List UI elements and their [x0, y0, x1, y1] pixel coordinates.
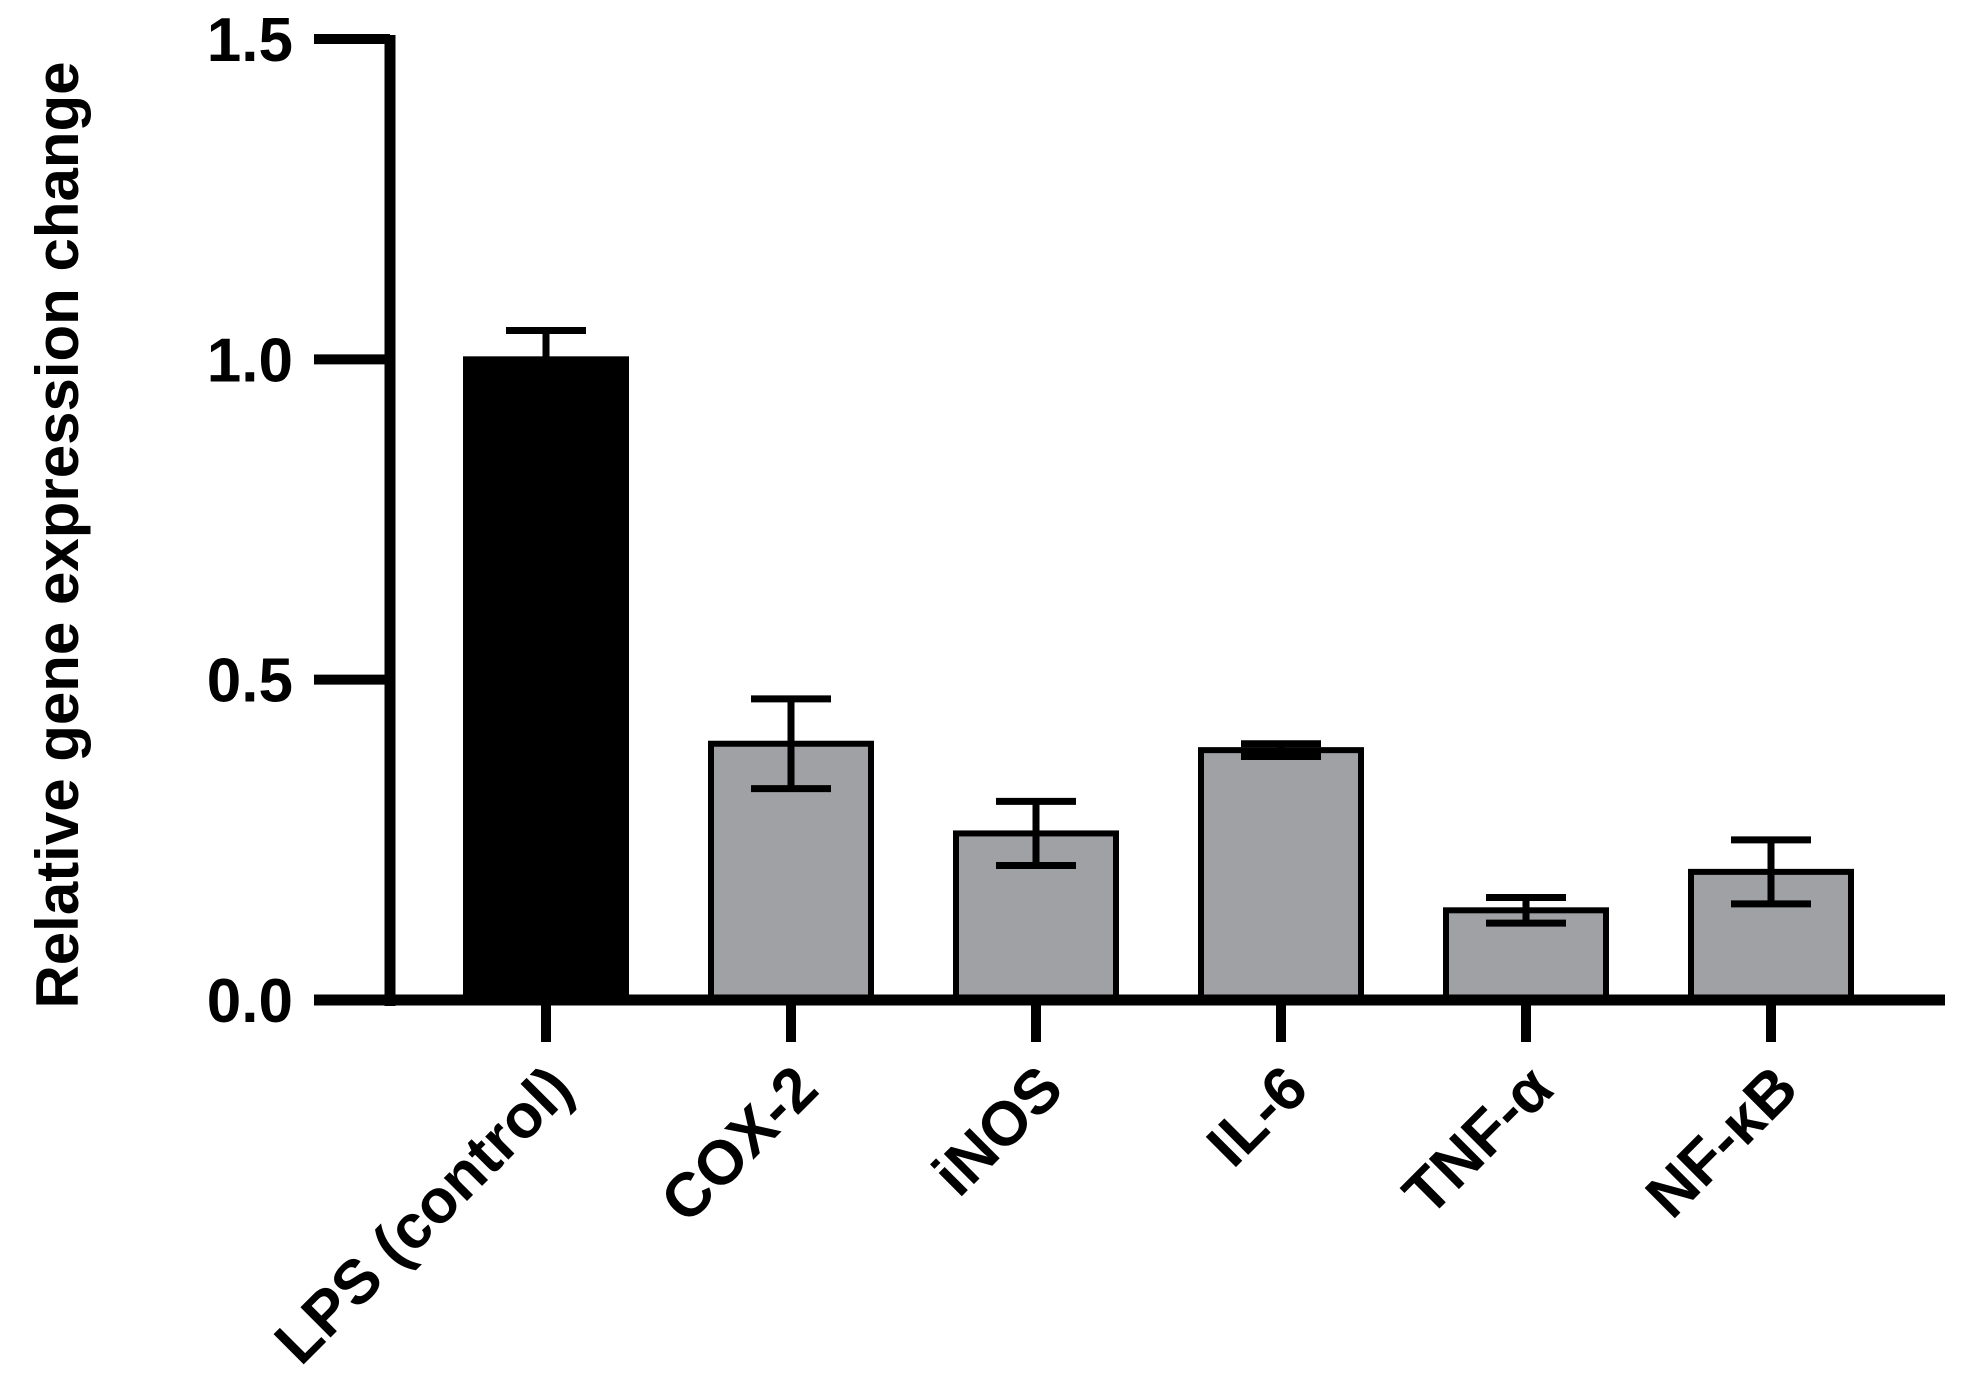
category-label: LPS (control)	[262, 1053, 586, 1373]
category-label: iNOS	[920, 1053, 1076, 1209]
error-bars	[506, 327, 1811, 927]
bars	[463, 356, 1854, 1004]
x-axis: LPS (control) COX-2 iNOS IL-6 TNF-α NF-κB	[262, 994, 1945, 1373]
y-tick-label: 1.5	[207, 6, 293, 75]
y-tick-label: 0.5	[207, 647, 293, 716]
bar-0	[463, 356, 629, 1004]
bar-3	[1198, 747, 1364, 1004]
category-label: NF-κB	[1633, 1053, 1811, 1231]
y-tick-label: 1.0	[207, 326, 293, 395]
category-label: IL-6	[1194, 1053, 1321, 1180]
y-tick-label: 0.0	[207, 967, 293, 1036]
y-axis-title: Relative gene expression change	[24, 61, 91, 1008]
category-label: TNF-α	[1390, 1053, 1566, 1229]
category-label: COX-2	[648, 1053, 831, 1236]
y-axis: 0.0 0.5 1.0 1.5	[207, 6, 396, 1036]
